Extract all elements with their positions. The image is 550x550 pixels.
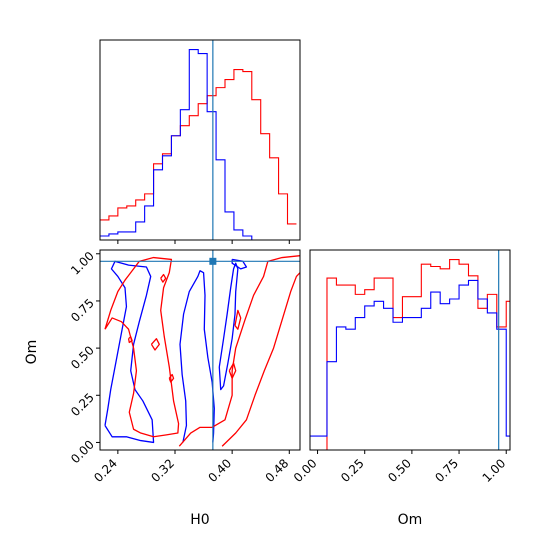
om-hist-series-series_b <box>310 279 510 437</box>
om-hist-x-tick-label: 1.00 <box>480 456 509 485</box>
x-axis-label-h0: H0 <box>190 512 209 528</box>
h0-hist-series-series_b <box>100 48 297 241</box>
om-hist-x-tick-label: 0.75 <box>432 456 461 485</box>
contour-series_a-11 <box>228 362 237 379</box>
h0-histogram-panel <box>99 39 301 244</box>
h0-om-contour-panel: 0.24 0.32 0.40 0.48 0.00 0.25 0.50 0.75 1.00 <box>68 249 301 485</box>
contour-series_a-4 <box>104 256 180 438</box>
contour-series_a-8 <box>127 336 133 344</box>
joint-x-tick-label: 0.48 <box>263 456 292 485</box>
joint-y-tick-label: 0.25 <box>68 390 97 419</box>
contour-series_b-2 <box>218 262 239 391</box>
joint-x-tick-label: 0.40 <box>205 456 234 485</box>
contour-series_a-7 <box>150 338 160 351</box>
joint-y-tick-label: 0.75 <box>68 296 97 325</box>
contour-series_a-10 <box>168 373 175 383</box>
joint-contours <box>104 255 300 447</box>
joint-truth-marker <box>209 257 217 265</box>
joint-y-tick-label: 1.00 <box>68 249 97 278</box>
om-hist-x-tick-label: 0.50 <box>385 456 414 485</box>
om-histogram-panel: 0.00 0.25 0.50 0.75 1.00 <box>291 249 511 485</box>
contour-series_a-9 <box>160 273 167 283</box>
om-hist-x-tick-label: 0.00 <box>291 456 320 485</box>
joint-y-tick-label: 0.00 <box>68 438 97 467</box>
contour-series_a-12 <box>234 309 242 330</box>
contour-series_b-0 <box>179 270 215 443</box>
om-hist-x-tick-label: 0.25 <box>338 456 367 485</box>
y-axis-label-om: Om <box>24 340 40 365</box>
h0-hist-frame <box>99 39 301 241</box>
joint-frame <box>99 249 301 451</box>
contour-series_a-6 <box>221 272 300 447</box>
joint-x-tick-label: 0.24 <box>91 456 120 485</box>
contour-series_a-5 <box>178 255 300 447</box>
om-hist-series-series_a <box>310 258 510 451</box>
contour-series_b-1 <box>104 260 155 444</box>
x-axis-label-om: Om <box>398 512 423 528</box>
h0-hist-series-series_a <box>100 69 297 225</box>
joint-y-tick-label: 0.50 <box>68 343 97 372</box>
joint-x-tick-label: 0.32 <box>148 456 177 485</box>
om-hist-frame <box>309 249 511 451</box>
